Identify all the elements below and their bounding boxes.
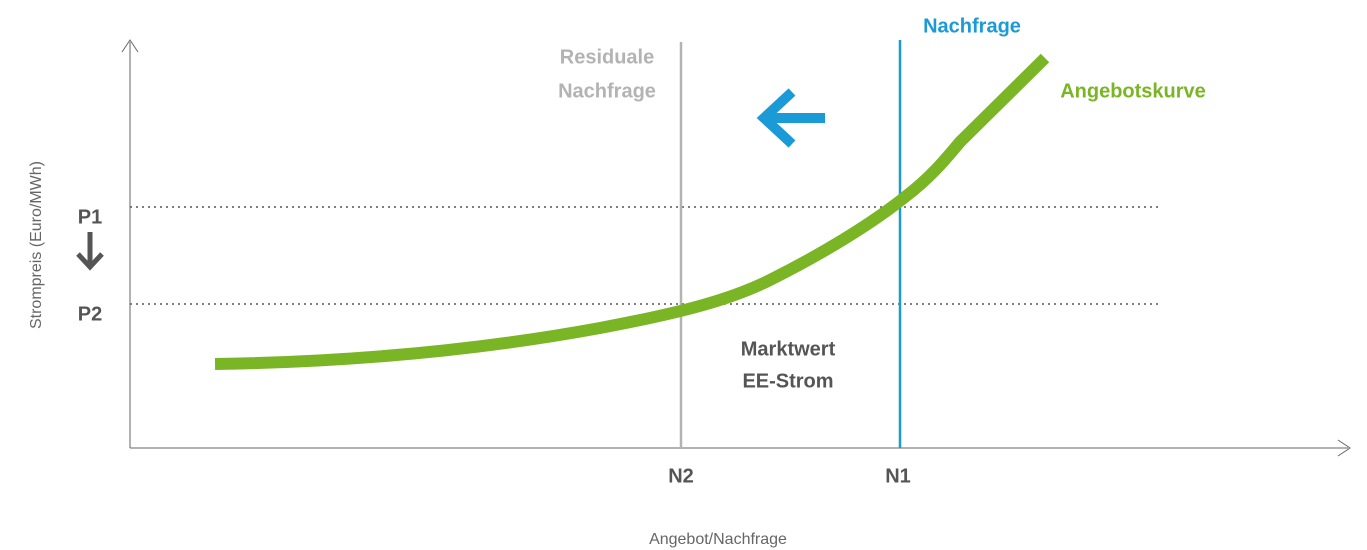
quantity-label: N2 [668,465,694,487]
y-axis-arrow [121,39,139,53]
y-axis-label: Strompreis (Euro/MWh) [28,161,45,329]
price-drop-arrow [76,232,104,271]
area-label: Marktwert [741,338,836,360]
price-label: P2 [78,303,102,325]
x-axis-arrow [1337,439,1351,457]
demand-label: Nachfrage [923,15,1021,37]
supply-label: Angebotskurve [1060,80,1206,102]
x-axis-label: Angebot/Nachfrage [649,531,787,548]
area-label: EE-Strom [742,370,833,392]
quantity-label: N1 [885,465,911,487]
residual-demand-label: Residuale [560,46,654,68]
shift-arrow [756,88,825,148]
residual-demand-label: Nachfrage [558,80,656,102]
price-label: P1 [78,206,102,228]
supply-curve [214,53,1050,370]
